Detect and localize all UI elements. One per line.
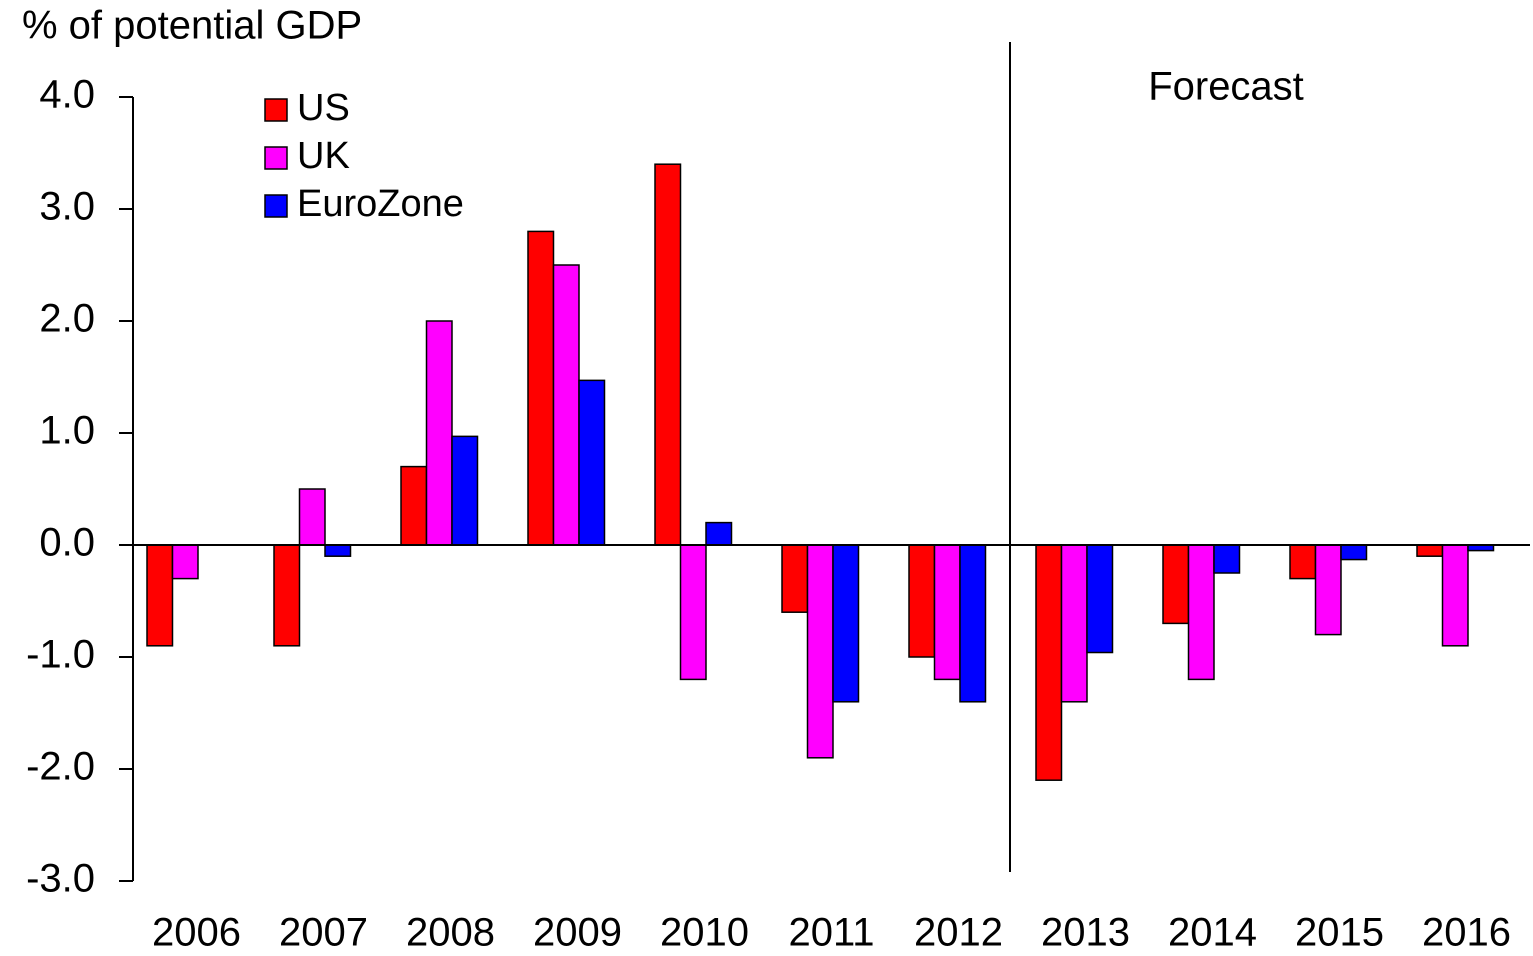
bar	[146, 544, 174, 647]
bar	[1416, 544, 1444, 557]
legend-label: UK	[297, 135, 350, 177]
legend-swatch	[264, 98, 288, 122]
y-tick-label: 2.0	[39, 297, 95, 341]
x-tick-label: 2009	[533, 911, 622, 955]
bar	[527, 230, 555, 546]
x-tick-label: 2006	[152, 911, 241, 955]
bar	[1060, 544, 1088, 703]
x-tick-label: 2010	[660, 911, 749, 955]
bar	[1289, 544, 1317, 580]
bar	[578, 379, 606, 546]
y-tick-label: 1.0	[39, 409, 95, 453]
forecast-label: Forecast	[1148, 65, 1304, 109]
bar	[908, 544, 936, 658]
bar	[425, 320, 453, 546]
x-tick-label: 2013	[1041, 911, 1130, 955]
y-tick-label: 0.0	[39, 521, 95, 565]
bar	[1314, 544, 1342, 636]
x-tick-label: 2012	[914, 911, 1003, 955]
bar	[1035, 544, 1063, 781]
x-tick-label: 2007	[279, 911, 368, 955]
bar	[171, 544, 199, 580]
bar	[654, 163, 682, 546]
legend-label: US	[297, 87, 350, 129]
bar	[679, 544, 707, 681]
y-tick-label: -1.0	[26, 633, 95, 677]
bar	[806, 544, 834, 759]
bar	[324, 544, 352, 557]
bar	[273, 544, 301, 647]
bar	[1086, 544, 1114, 654]
bar	[298, 488, 326, 546]
legend-swatch	[264, 194, 288, 218]
bar	[552, 264, 580, 546]
x-tick-label: 2016	[1422, 911, 1511, 955]
bar	[933, 544, 961, 681]
bar	[1340, 544, 1368, 561]
bar	[1187, 544, 1215, 681]
bar	[1213, 544, 1241, 574]
bar	[705, 521, 733, 546]
y-tick-label: 4.0	[39, 73, 95, 117]
y-tick-label: -2.0	[26, 745, 95, 789]
y-tick-label: -3.0	[26, 857, 95, 901]
legend-swatch	[264, 146, 288, 170]
y-tick-label: 3.0	[39, 185, 95, 229]
x-tick-label: 2014	[1168, 911, 1257, 955]
x-tick-label: 2015	[1295, 911, 1384, 955]
bar	[1441, 544, 1469, 647]
x-tick-label: 2011	[788, 911, 874, 955]
bar	[781, 544, 809, 613]
x-tick-label: 2008	[406, 911, 495, 955]
bar	[400, 465, 428, 546]
y-axis-label: % of potential GDP	[22, 4, 362, 48]
bar	[832, 544, 860, 703]
bar	[959, 544, 987, 703]
bar	[1162, 544, 1190, 625]
legend-label: EuroZone	[297, 183, 464, 225]
bar	[451, 435, 479, 546]
